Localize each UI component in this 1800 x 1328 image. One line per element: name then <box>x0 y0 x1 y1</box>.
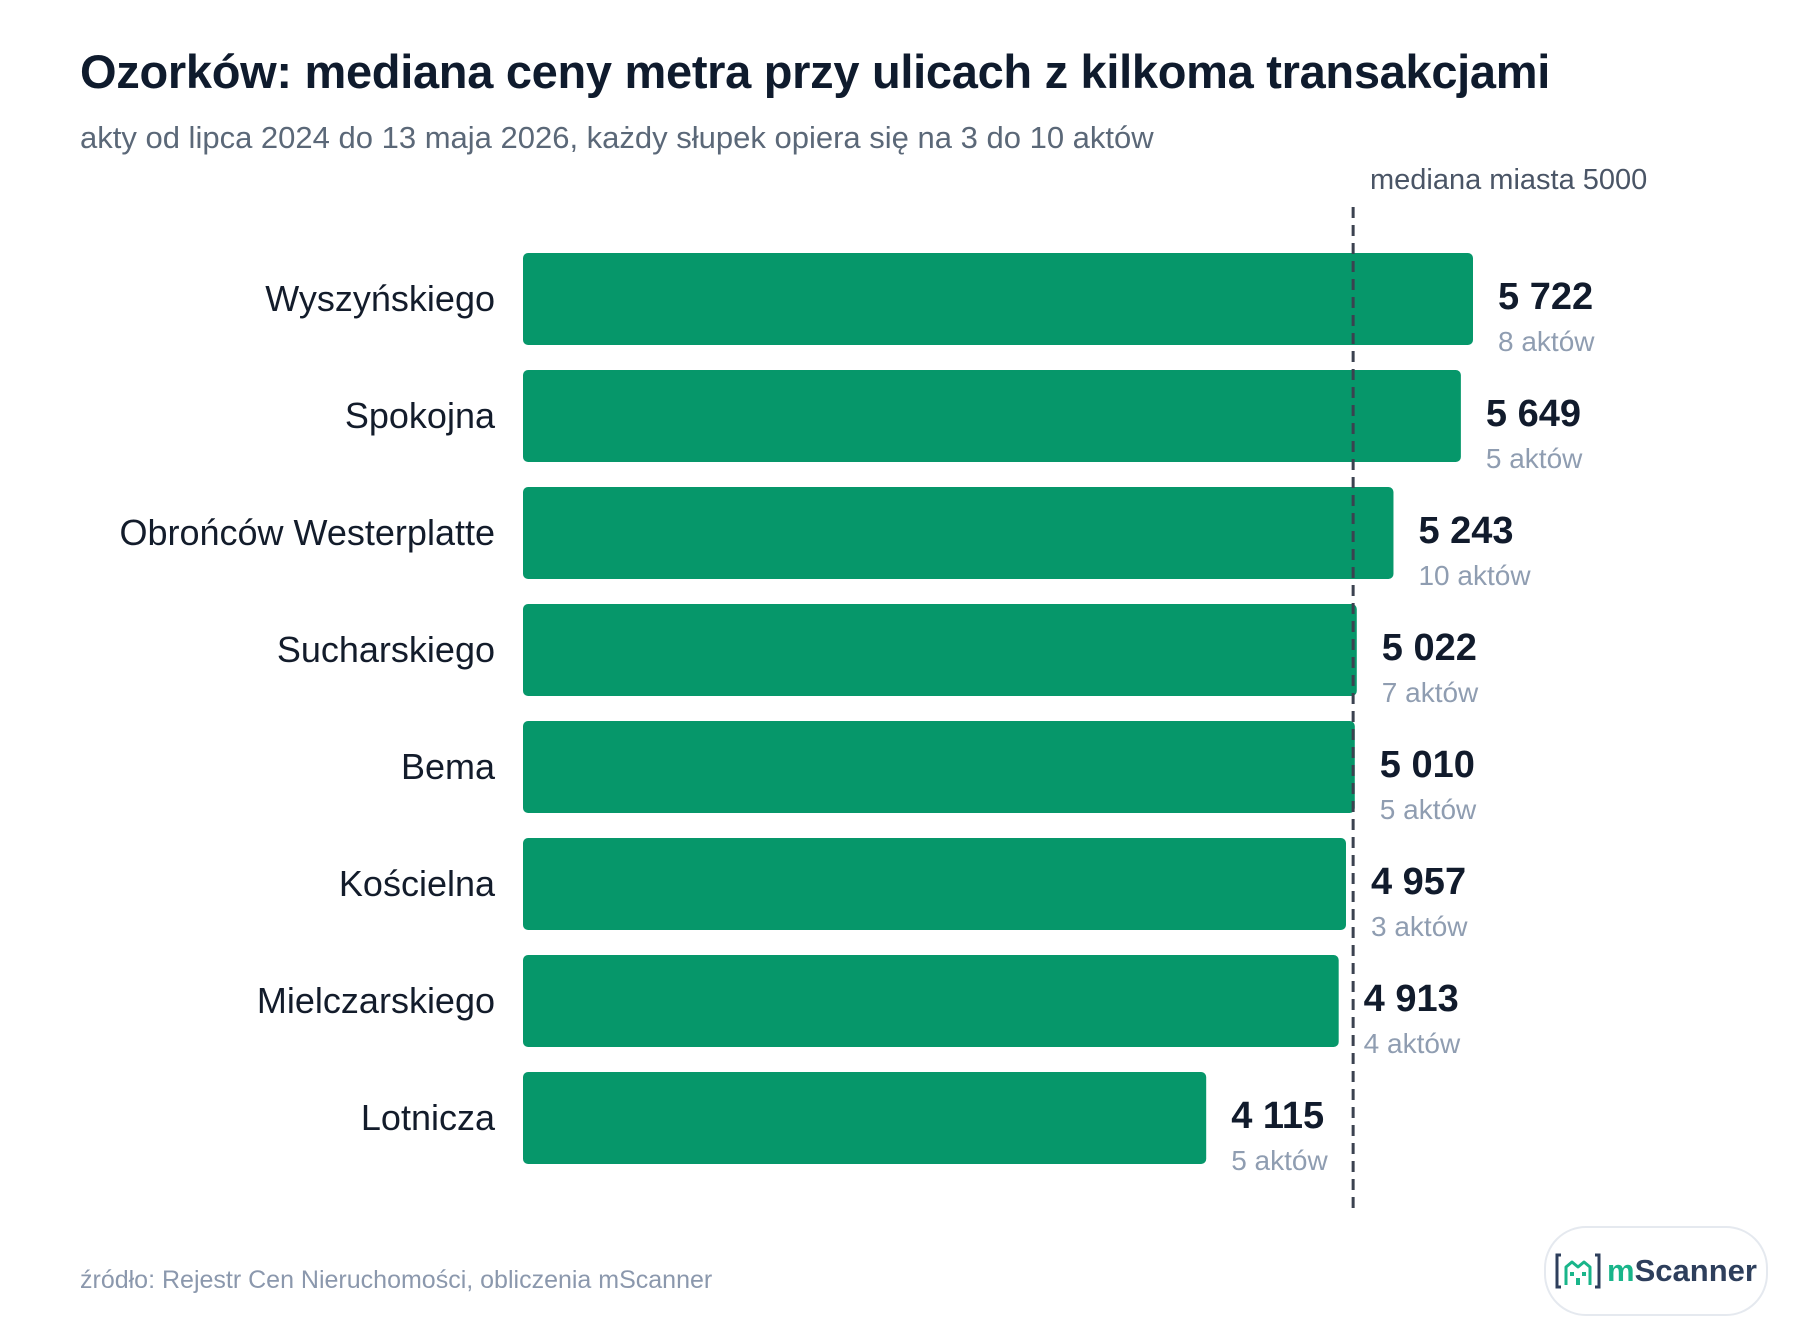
logo-wordmark: mScanner <box>1607 1253 1757 1288</box>
bar <box>523 838 1346 930</box>
value-label: 4 913 <box>1364 978 1459 1020</box>
value-label: 4 115 <box>1231 1095 1324 1137</box>
count-label: 5 aktów <box>1380 794 1477 825</box>
category-label: Kościelna <box>339 863 496 904</box>
count-label: 5 aktów <box>1486 443 1583 474</box>
category-label: Mielczarskiego <box>257 980 495 1021</box>
bar <box>523 604 1357 696</box>
city-median-label: mediana miasta 5000 <box>1370 164 1647 196</box>
category-label: Spokojna <box>345 395 496 436</box>
bar <box>523 1072 1207 1164</box>
bar <box>523 370 1461 462</box>
value-label: 5 010 <box>1380 744 1475 786</box>
bar <box>523 487 1394 579</box>
chart-subtitle: akty od lipca 2024 do 13 maja 2026, każd… <box>80 120 1154 155</box>
count-label: 5 aktów <box>1231 1145 1328 1176</box>
category-label: Bema <box>401 746 496 787</box>
bar <box>523 721 1355 813</box>
source-note: źródło: Rejestr Cen Nieruchomości, oblic… <box>80 1266 713 1294</box>
value-label: 5 022 <box>1382 627 1477 669</box>
category-label: Wyszyńskiego <box>265 278 495 319</box>
count-label: 4 aktów <box>1364 1028 1461 1059</box>
bar <box>523 955 1339 1047</box>
value-label: 5 722 <box>1498 276 1593 318</box>
bar <box>523 253 1473 345</box>
mscanner-logo[interactable]: mScanner <box>1544 1226 1768 1316</box>
category-label: Lotnicza <box>361 1097 496 1138</box>
value-label: 5 243 <box>1418 510 1513 552</box>
count-label: 7 aktów <box>1382 677 1479 708</box>
building-bracket-icon <box>1555 1253 1601 1289</box>
count-label: 3 aktów <box>1371 911 1468 942</box>
category-label: Obrońców Westerplatte <box>119 512 495 553</box>
count-label: 10 aktów <box>1418 560 1531 591</box>
category-label: Sucharskiego <box>277 629 495 670</box>
value-label: 5 649 <box>1486 393 1581 435</box>
count-label: 8 aktów <box>1498 326 1595 357</box>
chart-title: Ozorków: mediana ceny metra przy ulicach… <box>80 45 1551 98</box>
value-label: 4 957 <box>1371 861 1466 903</box>
bar-chart: Wyszyńskiego 5 722 8 aktów Spokojna 5 649 5 a… <box>119 164 1647 1214</box>
